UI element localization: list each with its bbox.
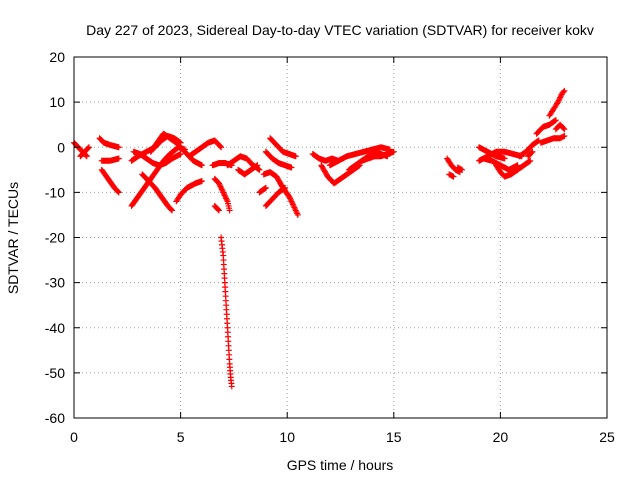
data-point — [168, 206, 175, 213]
data-point — [262, 184, 269, 191]
y-tick-label: -60 — [45, 410, 65, 426]
y-axis-label: SDTVAR / TECUs — [5, 182, 21, 294]
x-tick-label: 10 — [279, 429, 295, 445]
data-point — [527, 157, 534, 164]
data-point — [226, 207, 233, 214]
data-point — [459, 166, 466, 173]
plot-frame — [73, 56, 608, 419]
x-tick-label: 15 — [386, 429, 402, 445]
data-point — [561, 126, 568, 133]
data-point — [83, 153, 90, 160]
data-point — [85, 144, 92, 151]
chart-title: Day 227 of 2023, Sidereal Day-to-day VTE… — [86, 22, 594, 38]
x-tick-label: 5 — [177, 429, 185, 445]
y-tick-label: 10 — [49, 94, 65, 110]
data-point — [215, 206, 222, 213]
data-point — [560, 125, 567, 132]
data-point — [115, 155, 122, 162]
y-tick-label: 20 — [49, 49, 65, 65]
y-tick-labels: -60 -50 -40 -30 -20 -10 0 10 20 — [45, 49, 65, 426]
x-tick-label: 0 — [70, 429, 78, 445]
y-tick-label: -50 — [45, 365, 65, 381]
data-point — [561, 132, 568, 139]
data-point — [292, 153, 299, 160]
y-tick-label: -10 — [45, 184, 65, 200]
data-point — [561, 87, 568, 94]
data-point — [198, 178, 205, 185]
x-tick-labels: 0 5 10 15 20 25 — [70, 429, 615, 445]
y-tick-label: -30 — [45, 275, 65, 291]
x-axis-label: GPS time / hours — [287, 457, 394, 473]
data-point — [85, 145, 92, 152]
data-point — [198, 162, 205, 169]
data-point — [528, 149, 535, 156]
data-points — [71, 87, 568, 390]
data-point — [115, 144, 122, 151]
data-point — [288, 164, 295, 171]
data-point — [177, 151, 184, 158]
data-point — [256, 166, 263, 173]
grid — [74, 57, 607, 418]
data-point — [114, 188, 121, 195]
data-point — [169, 207, 176, 214]
x-tick-label: 20 — [493, 429, 509, 445]
y-tick-label: -40 — [45, 320, 65, 336]
y-tick-label: -20 — [45, 230, 65, 246]
data-point — [254, 162, 261, 169]
y-tick-label: 0 — [57, 139, 65, 155]
data-point — [450, 173, 457, 180]
data-point — [552, 117, 559, 124]
data-point — [294, 211, 301, 218]
data-point — [215, 207, 222, 214]
data-point — [217, 143, 224, 150]
data-point — [228, 383, 235, 390]
data-point — [384, 153, 391, 160]
axis-ticks — [73, 56, 608, 419]
data-point — [218, 144, 225, 151]
data-point — [115, 189, 122, 196]
data-point — [390, 148, 397, 155]
data-point — [560, 88, 567, 95]
data-point — [529, 148, 536, 155]
data-point — [282, 184, 289, 191]
data-point — [501, 155, 508, 162]
x-tick-label: 25 — [599, 429, 615, 445]
